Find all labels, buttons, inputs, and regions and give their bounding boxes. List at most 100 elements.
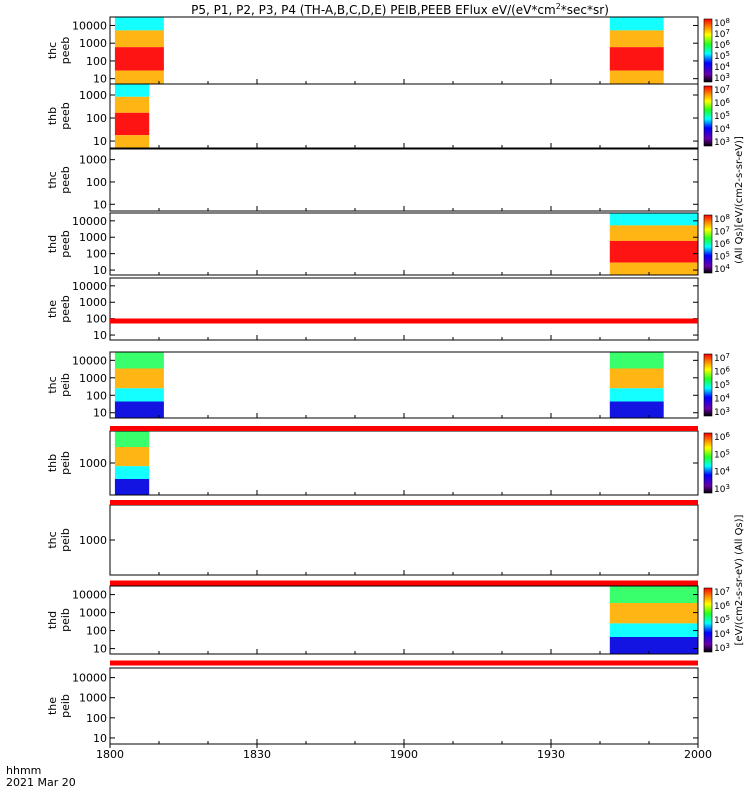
x-axis: hhmm 2021 Mar 20 1800 1830 1900 1930 2000	[6, 744, 712, 789]
panel-frame	[109, 667, 699, 745]
y-tick-label: 1000	[79, 692, 107, 705]
y-tick-label: 10000	[72, 215, 107, 228]
y-tick-label: 1000	[79, 296, 107, 309]
colorbar-gradient	[703, 432, 713, 494]
colorbar-tick-label: 104	[714, 466, 730, 478]
y-tick-label: 10000	[72, 280, 107, 293]
colorbar-tick-label: 103	[714, 642, 730, 654]
colorbar-tick-label: 106	[714, 366, 730, 378]
colorbar-tick-label: 107	[714, 226, 730, 238]
separator-bar	[110, 318, 698, 324]
separator-bar	[110, 580, 698, 586]
panel-probe-label: thb	[46, 107, 59, 125]
panel-probe-label: thc	[46, 376, 59, 393]
separator-bar	[110, 500, 698, 505]
y-tick-label: 10000	[72, 19, 107, 32]
colorbar-tick-label: 107	[714, 352, 730, 364]
spectrogram-block	[609, 17, 664, 84]
y-tick-label: 10000	[72, 672, 107, 685]
colorbar-tick-label: 105	[714, 448, 730, 460]
y-tick-label: 10	[93, 329, 107, 342]
y-tick-label: 100	[86, 55, 107, 68]
panel-probe-label: thd	[46, 235, 59, 253]
panel-instrument-label: peeb	[59, 102, 72, 130]
x-tick-label: 1900	[390, 748, 418, 761]
colorbar-gradient	[703, 587, 713, 653]
colorbar-tick-label: 104	[714, 61, 730, 73]
panel-probe-label: thc	[46, 171, 59, 188]
colorbar-unit-label-top: (All Qs)[eV/(cm2-s-sr-eV)]	[734, 136, 745, 264]
panel-frame	[109, 430, 699, 496]
panel-probe-label: thb	[46, 454, 59, 472]
y-tick-label: 10	[93, 135, 107, 148]
colorbar-tick-label: 106	[714, 97, 730, 109]
y-tick-label: 10	[93, 407, 107, 420]
x-tick-label: 1800	[96, 748, 124, 761]
panel-the-peeb: 10 100 1000 10000 the peeb	[46, 277, 699, 342]
panel-frame	[109, 277, 699, 341]
y-tick-label: 1000	[79, 231, 107, 244]
y-tick-label: 100	[86, 176, 107, 189]
y-tick-label: 100	[86, 712, 107, 725]
spectrogram-block	[114, 17, 164, 84]
x-tick-label: 1930	[537, 748, 565, 761]
y-tick-label: 100	[86, 313, 107, 326]
x-tick-format-label: hhmm	[6, 764, 41, 777]
panel-probe-label: thd	[46, 611, 59, 629]
colorbar-tick-label: 104	[714, 263, 730, 275]
colorbar-tick-label: 103	[714, 136, 730, 148]
colorbar-tick-label: 104	[714, 393, 730, 405]
colorbar-tick-label: 107	[714, 84, 730, 96]
panel-thc-peeb: 10 100 1000 thc peeb	[46, 148, 699, 212]
colorbar-tick-label: 103	[714, 406, 730, 418]
y-tick-label: 100	[86, 389, 107, 402]
y-tick-label: 1000	[79, 37, 107, 50]
colorbar-tick-label: 105	[714, 614, 730, 626]
figure-title: P5, P1, P2, P3, P4 (TH-A,B,C,D,E) PEIB,P…	[191, 2, 609, 17]
colorbar-gradient	[703, 85, 713, 147]
panel-instrument-label: peib	[59, 528, 72, 552]
separator-bar	[110, 426, 698, 431]
y-tick-label: 1000	[79, 607, 107, 620]
spectrogram-block	[609, 213, 698, 275]
y-tick-label: 10	[93, 732, 107, 745]
colorbar-tick-label: 105	[714, 251, 730, 263]
separator-bar	[110, 660, 698, 666]
panel-probe-label: the	[46, 697, 59, 715]
panel-instrument-label: peib	[59, 694, 72, 718]
colorbar-gradient	[703, 353, 713, 417]
panel-probe-label: thc	[46, 531, 59, 548]
y-tick-label: 1000	[79, 534, 107, 547]
panel-instrument-label: peib	[59, 373, 72, 397]
spectrogram-block	[114, 431, 150, 495]
y-tick-label: 10	[93, 643, 107, 656]
colorbar-tick-label: 105	[714, 50, 730, 62]
colorbar-gradient	[703, 214, 713, 274]
colorbar-tick-label: 107	[714, 28, 730, 40]
colorbar-tick-label: 104	[714, 628, 730, 640]
panel-instrument-label: peeb	[59, 295, 72, 323]
colorbar-tick-label: 106	[714, 238, 730, 250]
colorbar-tick-label: 105	[714, 379, 730, 391]
colorbar-tick-label: 106	[714, 39, 730, 51]
y-tick-label: 100	[86, 112, 107, 125]
panel-thb-peib: 1000 thb peib 103 104 105 106	[46, 430, 730, 496]
colorbar-tick-label: 107	[714, 586, 730, 598]
panel-instrument-label: peib	[59, 451, 72, 475]
colorbar-tick-label: 108	[714, 17, 730, 29]
colorbar-tick-label: 103	[714, 72, 730, 84]
y-tick-label: 1000	[79, 372, 107, 385]
colorbar-tick-label: 104	[714, 123, 730, 135]
y-tick-label: 10000	[72, 354, 107, 367]
colorbar-tick-label: 108	[714, 213, 730, 225]
colorbar-unit-label-bottom: [eV/(cm2-s-sr-eV) (All Qs)]	[734, 514, 745, 645]
spectrogram-block	[609, 586, 698, 654]
